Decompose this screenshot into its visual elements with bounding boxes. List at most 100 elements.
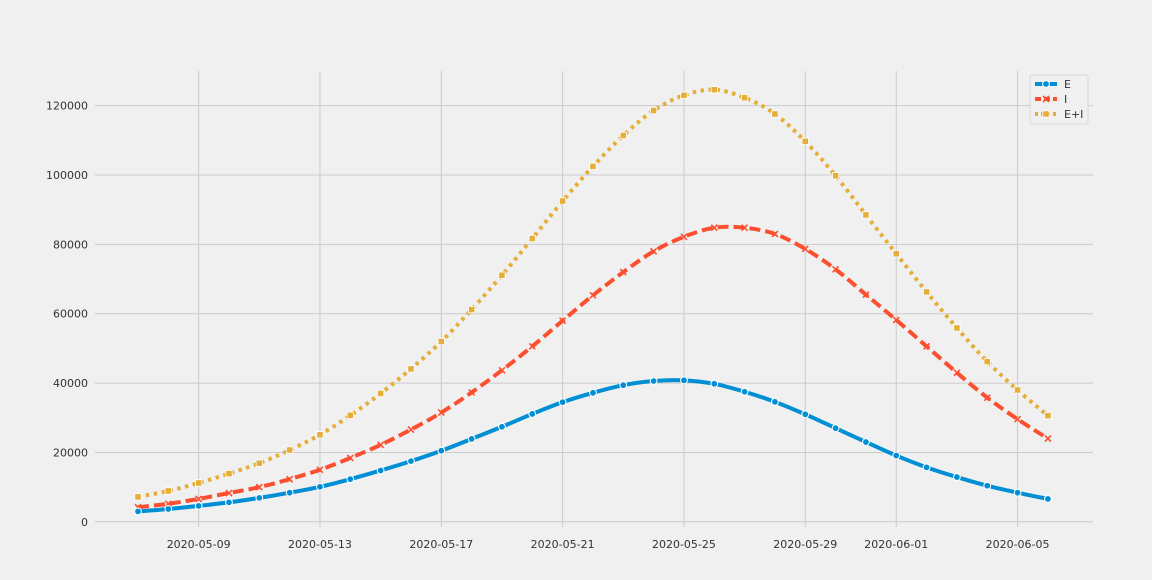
x-marker-stroke (559, 317, 567, 325)
data-point-i (832, 265, 840, 273)
data-point-e-i (831, 172, 840, 180)
data-point-e (558, 398, 567, 407)
data-point-e (892, 451, 901, 460)
data-point-e (285, 488, 294, 497)
data-point-e-i (134, 493, 142, 501)
y-tick-label: 0 (81, 516, 88, 529)
x-marker-stroke (619, 268, 627, 276)
x-marker-stroke (377, 441, 385, 449)
y-tick-label: 100000 (46, 169, 88, 182)
data-point-e (346, 475, 355, 484)
data-point-e (619, 381, 628, 390)
legend-marker (1042, 80, 1050, 88)
data-point-i (528, 342, 536, 350)
data-point-e-i (1044, 412, 1052, 420)
x-marker-stroke (1014, 415, 1022, 423)
x-tick-label: 2020-05-13 (288, 538, 352, 551)
data-point-e (831, 424, 840, 433)
x-tick-label: 2020-05-21 (531, 538, 595, 551)
series-e (134, 376, 1052, 516)
series-i (134, 224, 1052, 511)
x-marker-stroke (528, 342, 536, 350)
data-point-e (710, 379, 719, 388)
data-point-i (225, 489, 233, 497)
x-marker-stroke (498, 366, 506, 374)
x-marker-stroke (650, 247, 658, 255)
data-point-e-i (862, 211, 870, 219)
data-point-e (407, 457, 415, 466)
data-point-e-i (468, 305, 476, 314)
data-point-e (953, 473, 961, 481)
data-point-e-i (801, 137, 809, 145)
data-point-e-i (407, 365, 415, 373)
legend-item-e-i: E+I (1035, 108, 1083, 121)
data-point-i (437, 409, 445, 417)
x-marker-stroke (225, 489, 233, 497)
data-point-i (953, 369, 961, 377)
x-marker-stroke (589, 291, 597, 299)
data-point-e (740, 387, 749, 396)
data-point-i (983, 394, 991, 402)
data-point-e-i (741, 94, 749, 102)
data-point-e-i (953, 324, 961, 332)
series-line-i (137, 224, 1049, 510)
x-marker-stroke (741, 224, 749, 232)
data-point-e (255, 493, 264, 502)
x-marker-stroke (286, 475, 294, 483)
data-point-e (589, 388, 597, 397)
data-point-i (589, 291, 597, 299)
data-point-e-i (286, 446, 294, 454)
legend-label: E (1064, 78, 1071, 91)
series-group (134, 86, 1052, 516)
x-marker-stroke (862, 291, 870, 299)
grid (95, 71, 1093, 527)
legend-label: I (1064, 93, 1067, 106)
data-point-e (1013, 488, 1022, 497)
data-point-e (1044, 495, 1052, 503)
data-point-i (1014, 415, 1022, 423)
legend-marker (1042, 95, 1050, 103)
data-point-e (225, 498, 233, 507)
x-marker-stroke (195, 495, 203, 503)
data-point-e (194, 501, 203, 510)
axis-labels: 0 20000 40000 60000 80000 100000 120000 2020-05… (46, 100, 1050, 551)
legend: EI E+I (1029, 74, 1089, 125)
data-point-e-i (498, 271, 506, 279)
x-marker-stroke (892, 316, 900, 324)
x-marker-stroke (346, 454, 354, 462)
data-point-e (528, 410, 537, 418)
data-point-e-i (619, 131, 627, 140)
x-tick-label: 2020-05-09 (167, 538, 231, 551)
data-point-i (680, 233, 688, 241)
data-point-i (286, 475, 294, 483)
data-point-e-i (983, 357, 991, 366)
data-point-i (710, 224, 718, 232)
data-point-e-i (255, 459, 263, 467)
data-point-i (316, 466, 324, 474)
x-tick-label: 2020-06-05 (986, 538, 1050, 551)
data-point-i (892, 316, 900, 324)
y-tick-label: 20000 (53, 446, 88, 459)
x-marker-stroke (680, 233, 688, 241)
x-marker-stroke (983, 394, 991, 402)
x-tick-label: 2020-05-25 (652, 538, 716, 551)
x-tick-label: 2020-05-17 (409, 538, 473, 551)
legend-item-i: I (1035, 93, 1067, 106)
data-point-e (467, 435, 476, 443)
legend-marker (1042, 110, 1050, 118)
data-point-e-i (892, 250, 900, 258)
x-marker-stroke (1044, 435, 1052, 443)
x-marker-stroke (316, 466, 324, 474)
data-point-i (498, 366, 506, 374)
data-point-i (559, 317, 567, 325)
series-e-i (134, 86, 1052, 501)
x-marker-stroke (437, 409, 445, 417)
y-tick-label: 120000 (46, 100, 88, 113)
data-point-i (468, 388, 476, 397)
data-point-e-i (680, 91, 688, 99)
data-point-e (164, 505, 173, 513)
data-point-i (407, 425, 415, 434)
legend-label: E+I (1064, 108, 1083, 121)
data-point-e-i (1013, 386, 1022, 394)
